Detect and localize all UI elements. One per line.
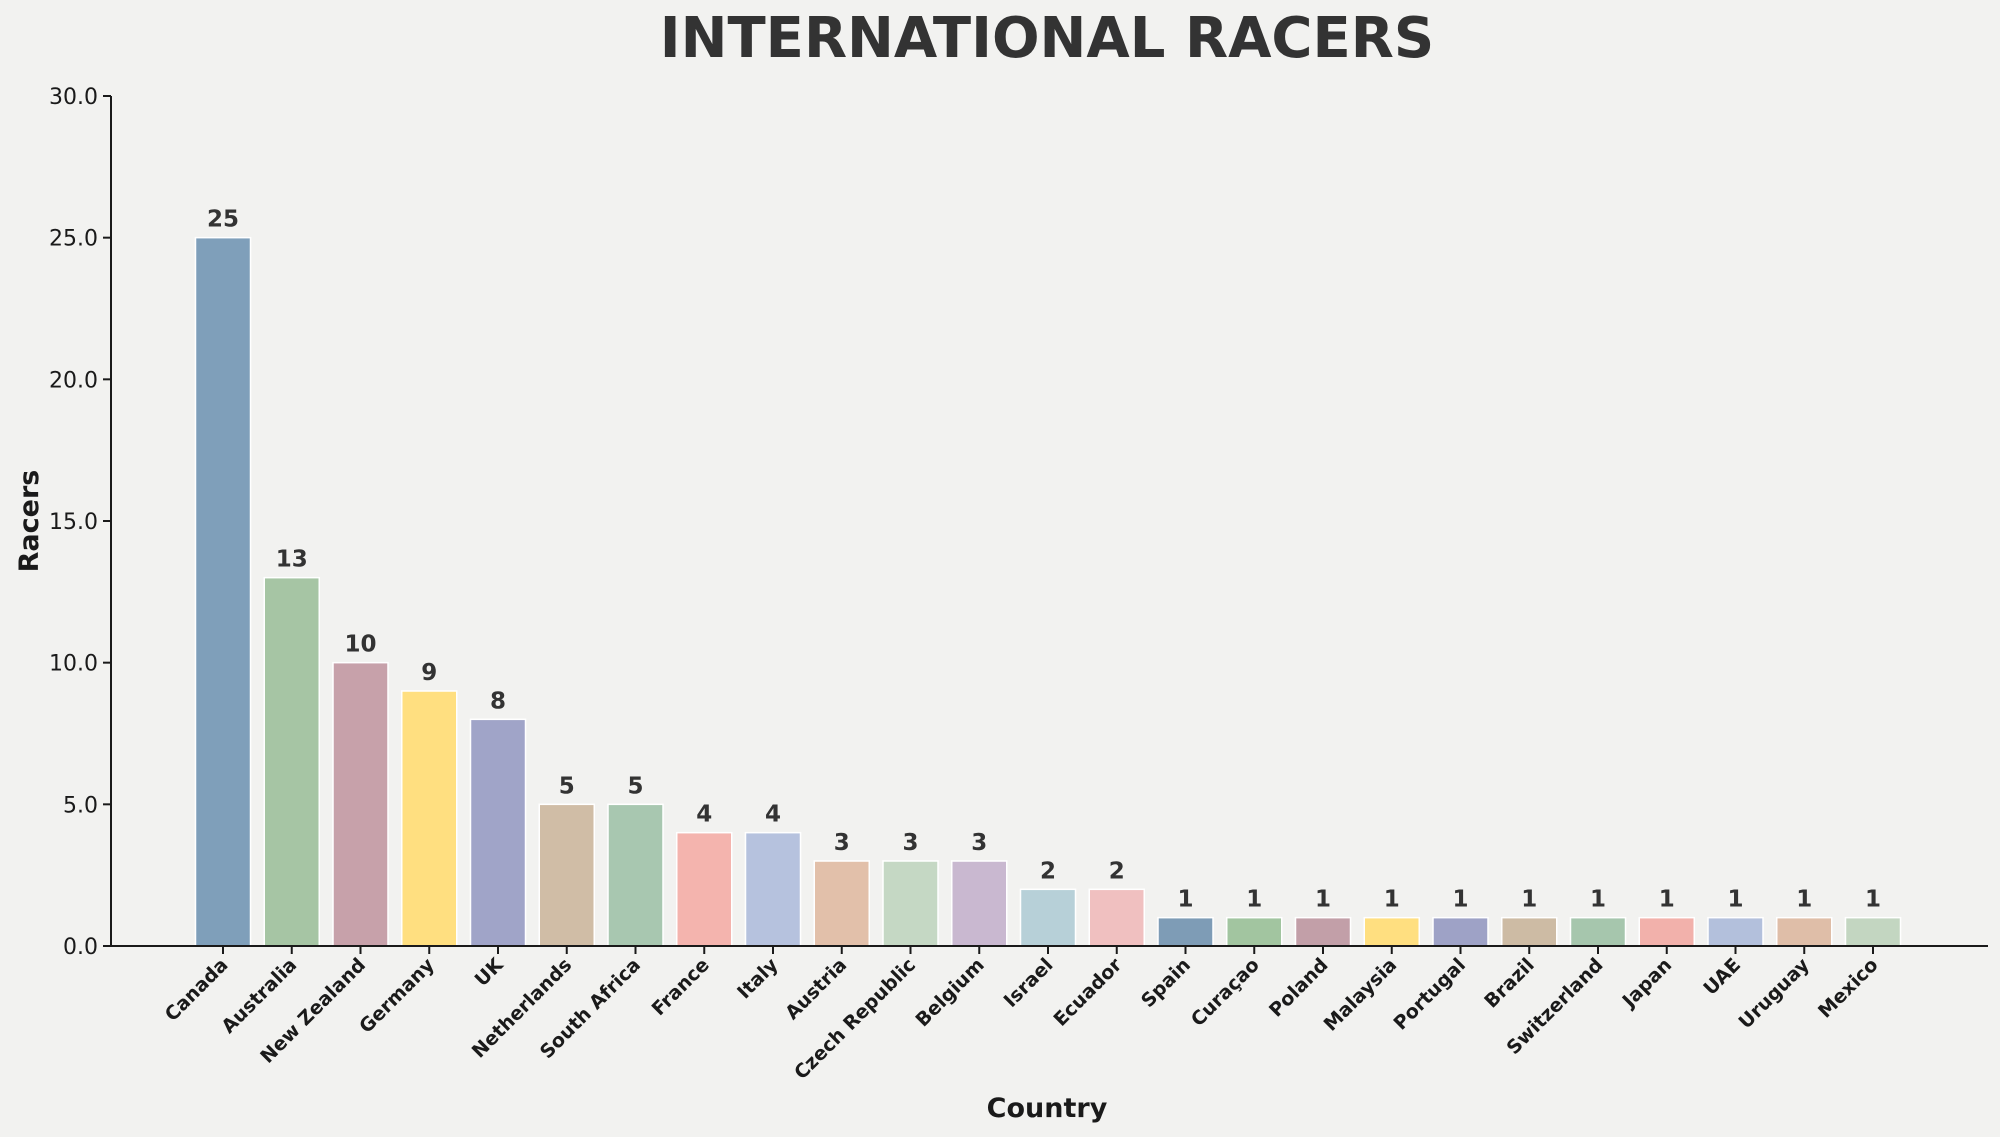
bar-value-label: 1	[1727, 887, 1743, 913]
bar-value-label: 25	[207, 207, 239, 233]
y-tick-label: 5.0	[63, 793, 98, 818]
x-tick-label: Japan	[1617, 954, 1676, 1013]
bar-austria	[813, 860, 870, 947]
bar-portugal	[1432, 916, 1489, 947]
bar-value-label: 1	[1521, 887, 1537, 913]
bar-value-label: 3	[902, 830, 918, 856]
y-tick-label: 20.0	[49, 368, 98, 393]
bar-switzerland	[1569, 916, 1627, 947]
x-tick-label: Mexico	[1814, 954, 1883, 1023]
bar-australia	[263, 576, 320, 947]
x-tick-label: Curaçao	[1187, 954, 1264, 1031]
y-axis-label: Racers	[14, 470, 45, 573]
bar-value-label: 9	[421, 660, 437, 686]
x-tick-label: UAE	[1699, 954, 1745, 1000]
bar-italy	[744, 831, 802, 947]
bar-france	[676, 831, 733, 947]
y-tick-label: 25.0	[49, 227, 98, 252]
y-tick-label: 15.0	[49, 510, 98, 535]
bar-value-label: 2	[1040, 858, 1056, 884]
bar-south-africa	[607, 803, 664, 947]
bar-ecuador	[1088, 888, 1145, 947]
bar-uruguay	[1776, 916, 1833, 947]
bar-value-label: 1	[1659, 887, 1675, 913]
x-tick-label: Italy	[733, 954, 783, 1004]
x-tick-label: France	[648, 954, 714, 1020]
plot-area: 25 13 10 9 8 5 5 4 4 3 3 3 2 2 1 1 1 1 1 1 1 1 1 1 1	[194, 207, 1902, 947]
bar-canada	[194, 236, 252, 947]
x-tick-label: Portugal	[1389, 954, 1470, 1035]
bar-uae	[1707, 916, 1764, 947]
x-tick-label: Belgium	[911, 954, 988, 1031]
bar-value-label: 1	[1384, 887, 1400, 913]
bar-value-label: 1	[1796, 887, 1812, 913]
bar-value-label: 1	[1865, 887, 1881, 913]
bar-value-label: 13	[276, 547, 308, 573]
x-tick-label: Germany	[355, 954, 439, 1038]
bar-value-label: 3	[971, 830, 987, 856]
y-tick-label: 0.0	[63, 935, 98, 960]
bar-value-label: 1	[1452, 887, 1468, 913]
x-tick-label: Austria	[781, 954, 851, 1024]
bar-value-label: 1	[1177, 887, 1193, 913]
x-tick-label: Poland	[1265, 954, 1332, 1021]
bar-value-label: 1	[1315, 887, 1331, 913]
bar-netherlands	[538, 803, 595, 947]
bar-spain	[1157, 916, 1214, 947]
bar-poland	[1294, 916, 1352, 947]
bar-japan	[1638, 916, 1695, 947]
bar-value-label: 8	[490, 688, 506, 714]
bar-value-label: 1	[1590, 887, 1606, 913]
bar-czech-republic	[882, 860, 939, 947]
x-tick-label: Israel	[1000, 954, 1058, 1012]
x-axis-label: Country	[987, 1093, 1108, 1124]
bar-uk	[469, 718, 527, 947]
bar-value-label: 2	[1109, 858, 1125, 884]
x-tick-label: Malaysia	[1320, 954, 1402, 1036]
bar-belgium	[951, 860, 1008, 947]
bar-value-label: 4	[765, 802, 781, 828]
bar-new-zealand	[332, 661, 389, 947]
bar-value-label: 3	[834, 830, 850, 856]
bar-value-label: 4	[696, 802, 712, 828]
bar-value-label: 10	[344, 632, 376, 658]
x-tick-label: Brazil	[1480, 954, 1539, 1013]
x-tick-label: Uruguay	[1735, 954, 1815, 1034]
x-tick-label: Canada	[161, 954, 233, 1026]
bar-mexico	[1844, 916, 1902, 947]
bar-israel	[1019, 888, 1077, 947]
x-tick-label: Spain	[1137, 954, 1195, 1012]
bar-value-label: 5	[627, 773, 643, 799]
bar-germany	[401, 690, 458, 947]
bar-malaysia	[1363, 916, 1420, 947]
y-axis-ticks: 0.0 5.0 10.0 15.0 20.0 25.0 30.0	[49, 85, 111, 960]
x-tick-label: Czech Republic	[790, 954, 920, 1084]
chart-title: INTERNATIONAL RACERS	[660, 6, 1434, 71]
bar-value-label: 5	[559, 773, 575, 799]
x-tick-label: UK	[471, 953, 509, 991]
bar-brazil	[1501, 916, 1558, 947]
bar-value-label: 1	[1246, 887, 1262, 913]
y-tick-label: 30.0	[49, 85, 98, 110]
y-tick-label: 10.0	[49, 652, 98, 677]
bar-cura-ao	[1226, 916, 1283, 947]
x-tick-label: Ecuador	[1049, 954, 1126, 1031]
